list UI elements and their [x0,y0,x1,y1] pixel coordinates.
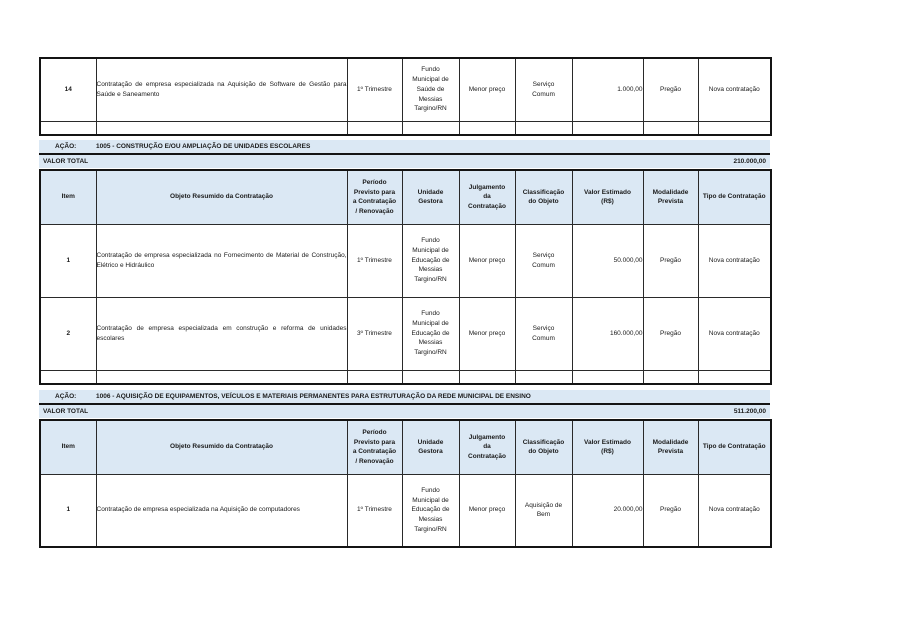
cell-valor: 1.000,00 [571,57,644,122]
valor-total-value: 210.000,00 [733,158,766,165]
table-header-row: Item Objeto Resumido da Contratação Perí… [39,169,772,225]
cell-periodo: 1º Trimestre [346,223,403,298]
acao-label: AÇÃO: [55,393,77,400]
header-unidade: Unidade Gestora [401,419,460,475]
cell-tipo: Nova contratação [697,57,772,122]
cell-objeto: Contratação de empresa especializada em … [95,296,348,371]
cell-objeto: Contratação de empresa especializada na … [95,473,348,548]
valor-total-label: VALOR TOTAL [43,408,89,415]
empty-row [39,120,772,136]
acao-label: AÇÃO: [55,143,77,150]
header-objeto: Objeto Resumido da Contratação [95,419,348,475]
table-row: 1 Contratação de empresa especializada n… [39,223,772,298]
header-modalidade: Modalidade Prevista [642,419,699,475]
cell-item: 1 [39,223,97,298]
header-classificacao: Classificação do Objeto [514,169,573,225]
cell-valor: 50.000,00 [571,223,644,298]
valor-total-label: VALOR TOTAL [43,158,89,165]
procurement-table-continued: 14 Contratação de empresa especializada … [39,57,772,136]
cell-valor: 160.000,00 [571,296,644,371]
cell-tipo: Nova contratação [697,223,772,298]
header-objeto: Objeto Resumido da Contratação [95,169,348,225]
cell-modalidade: Pregão [642,296,699,371]
procurement-table-1006: Item Objeto Resumido da Contratação Perí… [39,419,772,548]
cell-tipo: Nova contratação [697,296,772,371]
cell-objeto: Contratação de empresa especializada no … [95,223,348,298]
cell-periodo: 1º Trimestre [346,57,403,122]
cell-valor: 20.000,00 [571,473,644,548]
cell-julgamento: Menor preço [458,223,516,298]
valor-total-bar: VALOR TOTAL 210.000,00 [39,155,770,168]
header-modalidade: Modalidade Prevista [642,169,699,225]
cell-unidade: Fundo Municipal de Educação de Messias T… [401,296,460,371]
cell-item: 1 [39,473,97,548]
valor-total-value: 511.200,00 [733,408,766,415]
header-item: Item [39,419,97,475]
document-page: 14 Contratação de empresa especializada … [39,57,772,548]
cell-periodo: 3º Trimestre [346,296,403,371]
cell-item: 14 [39,57,97,122]
cell-modalidade: Pregão [642,473,699,548]
header-julgamento: Julgamento da Contratação [458,169,516,225]
table-row: 1 Contratação de empresa especializada n… [39,473,772,548]
procurement-table-1005: Item Objeto Resumido da Contratação Perí… [39,169,772,385]
valor-total-bar: VALOR TOTAL 511.200,00 [39,405,770,418]
cell-tipo: Nova contratação [697,473,772,548]
header-tipo: Tipo de Contratação [697,169,772,225]
cell-classificacao: Serviço Comum [514,296,573,371]
cell-unidade: Fundo Municipal de Saúde de Messias Targ… [401,57,460,122]
cell-classificacao: Serviço Comum [514,223,573,298]
cell-item: 2 [39,296,97,371]
header-unidade: Unidade Gestora [401,169,460,225]
header-valor: Valor Estimado (R$) [571,419,644,475]
header-valor: Valor Estimado (R$) [571,169,644,225]
table-header-row: Item Objeto Resumido da Contratação Perí… [39,419,772,475]
cell-objeto: Contratação de empresa especializada na … [95,57,348,122]
table-row: 2 Contratação de empresa especializada e… [39,296,772,371]
cell-unidade: Fundo Municipal de Educação de Messias T… [401,223,460,298]
cell-modalidade: Pregão [642,57,699,122]
empty-row [39,369,772,385]
cell-julgamento: Menor preço [458,57,516,122]
acao-description: 1005 - CONSTRUÇÃO E/OU AMPLIAÇÃO DE UNID… [96,143,311,150]
cell-periodo: 1º Trimestre [346,473,403,548]
cell-classificacao: Aquisição de Bem [514,473,573,548]
header-julgamento: Julgamento da Contratação [458,419,516,475]
cell-julgamento: Menor preço [458,473,516,548]
cell-classificacao: Serviço Comum [514,57,573,122]
header-item: Item [39,169,97,225]
cell-julgamento: Menor preço [458,296,516,371]
header-classificacao: Classificação do Objeto [514,419,573,475]
acao-bar-1006: AÇÃO: 1006 - AQUISIÇÃO DE EQUIPAMENTOS, … [39,390,770,405]
header-tipo: Tipo de Contratação [697,419,772,475]
acao-bar-1005: AÇÃO: 1005 - CONSTRUÇÃO E/OU AMPLIAÇÃO D… [39,140,770,155]
header-periodo: Período Previsto para a Contratação / Re… [346,169,403,225]
cell-modalidade: Pregão [642,223,699,298]
header-periodo: Período Previsto para a Contratação / Re… [346,419,403,475]
acao-description: 1006 - AQUISIÇÃO DE EQUIPAMENTOS, VEÍCUL… [96,393,531,400]
cell-unidade: Fundo Municipal de Educação de Messias T… [401,473,460,548]
table-row: 14 Contratação de empresa especializada … [39,57,772,122]
